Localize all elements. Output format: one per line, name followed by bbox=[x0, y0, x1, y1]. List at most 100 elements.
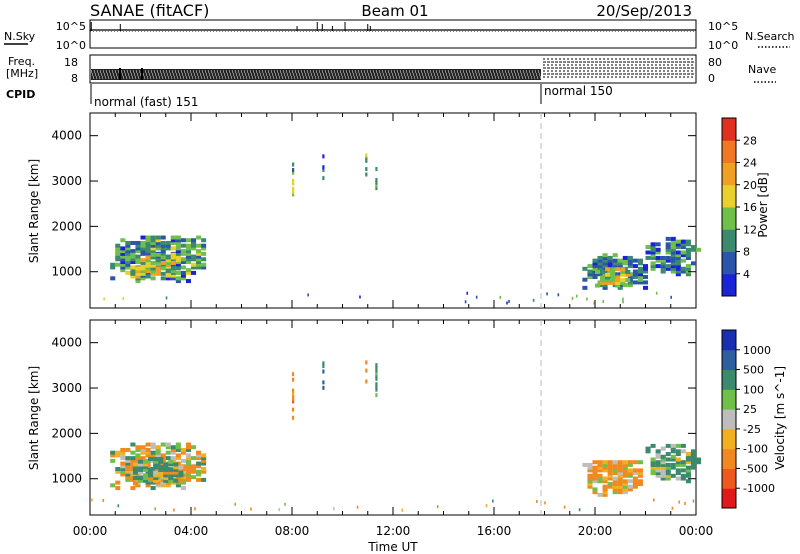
data-cell bbox=[125, 243, 131, 248]
freq-hatch-line bbox=[330, 69, 335, 80]
data-cell bbox=[615, 267, 621, 272]
freq-hatch-line bbox=[453, 69, 458, 80]
data-cell bbox=[375, 177, 378, 182]
data-cell bbox=[508, 299, 510, 303]
y-tick-label: 4000 bbox=[51, 336, 82, 350]
data-cell bbox=[607, 261, 613, 266]
data-cell bbox=[602, 487, 608, 492]
nsearch-tick-bottom: 10^0 bbox=[708, 39, 738, 52]
data-cell bbox=[660, 454, 666, 459]
data-cell bbox=[642, 285, 649, 290]
data-cell bbox=[185, 453, 191, 458]
data-cell bbox=[365, 379, 368, 384]
data-cell bbox=[375, 167, 378, 172]
data-cell bbox=[375, 180, 378, 185]
data-cell bbox=[660, 264, 666, 269]
data-cell bbox=[170, 240, 176, 245]
data-cell bbox=[185, 464, 191, 469]
data-cell bbox=[201, 238, 207, 243]
data-cell bbox=[175, 266, 181, 271]
data-cell bbox=[617, 487, 623, 492]
freq-hatch-line bbox=[240, 69, 245, 80]
data-cell bbox=[115, 243, 121, 248]
data-cell bbox=[617, 476, 623, 481]
data-cell bbox=[622, 473, 628, 478]
data-cell bbox=[191, 464, 197, 469]
data-cell bbox=[153, 470, 159, 475]
data-cell bbox=[185, 279, 191, 284]
data-cell bbox=[685, 471, 691, 476]
data-cell bbox=[680, 266, 686, 271]
data-cell bbox=[160, 243, 166, 248]
data-cell bbox=[170, 445, 176, 450]
data-cell bbox=[620, 269, 626, 274]
data-cell bbox=[130, 257, 136, 262]
data-cell bbox=[130, 486, 136, 491]
data-cell bbox=[155, 453, 161, 458]
data-cell bbox=[597, 476, 603, 481]
data-cell bbox=[632, 484, 638, 489]
data-cell bbox=[652, 498, 655, 502]
colorbar-tick-label: -100 bbox=[743, 443, 768, 456]
nave-tick-top: 80 bbox=[708, 56, 722, 69]
data-cell bbox=[632, 476, 638, 481]
data-cell bbox=[175, 246, 181, 251]
freq-hatch-line bbox=[189, 69, 194, 80]
data-cell bbox=[168, 478, 174, 483]
data-cell bbox=[155, 240, 161, 245]
freq-hatch-line bbox=[402, 69, 407, 80]
data-cell bbox=[617, 465, 623, 470]
data-cell bbox=[670, 465, 676, 470]
freq-hatch-line bbox=[360, 69, 365, 80]
data-cell bbox=[160, 249, 166, 254]
data-cell bbox=[150, 252, 156, 257]
data-cell bbox=[130, 271, 136, 276]
freq-hatch-line bbox=[339, 69, 344, 80]
data-cell bbox=[125, 265, 131, 270]
data-cell bbox=[671, 506, 674, 510]
power-ylabel: Slant Range [km] bbox=[27, 159, 41, 263]
data-cell bbox=[607, 481, 613, 486]
data-cell bbox=[125, 456, 131, 461]
data-cell bbox=[685, 247, 691, 252]
data-cell bbox=[637, 272, 643, 277]
data-cell bbox=[637, 468, 643, 473]
freq-hatch-line bbox=[231, 69, 236, 80]
data-cell bbox=[607, 462, 613, 467]
data-cell bbox=[595, 283, 601, 288]
data-cell bbox=[196, 257, 202, 262]
data-cell bbox=[612, 484, 618, 489]
data-cell bbox=[660, 446, 666, 451]
data-cell bbox=[592, 471, 598, 476]
data-cell bbox=[593, 301, 595, 305]
data-cell bbox=[602, 255, 608, 260]
data-cell bbox=[602, 484, 608, 489]
data-cell bbox=[607, 460, 613, 465]
data-cell bbox=[322, 165, 325, 170]
data-cell bbox=[592, 266, 598, 271]
data-cell bbox=[582, 462, 588, 467]
data-cell bbox=[143, 478, 149, 483]
data-cell bbox=[612, 487, 618, 492]
data-cell bbox=[595, 269, 601, 274]
data-cell bbox=[160, 266, 166, 271]
data-cell bbox=[201, 257, 207, 262]
data-cell bbox=[675, 457, 681, 462]
data-cell bbox=[153, 457, 159, 462]
data-cell bbox=[617, 490, 623, 495]
data-cell bbox=[292, 396, 295, 401]
data-cell bbox=[675, 258, 681, 263]
data-cell bbox=[680, 258, 686, 263]
data-cell bbox=[610, 269, 616, 274]
data-cell bbox=[170, 456, 176, 461]
data-cell bbox=[602, 492, 608, 497]
data-cell bbox=[605, 280, 611, 285]
data-cell bbox=[130, 252, 136, 257]
data-cell bbox=[170, 238, 176, 243]
freq-hatch-line bbox=[525, 69, 530, 80]
data-cell bbox=[180, 251, 186, 256]
data-cell bbox=[660, 473, 666, 478]
data-cell bbox=[137, 467, 144, 472]
data-cell bbox=[120, 246, 126, 251]
data-cell bbox=[168, 473, 174, 478]
